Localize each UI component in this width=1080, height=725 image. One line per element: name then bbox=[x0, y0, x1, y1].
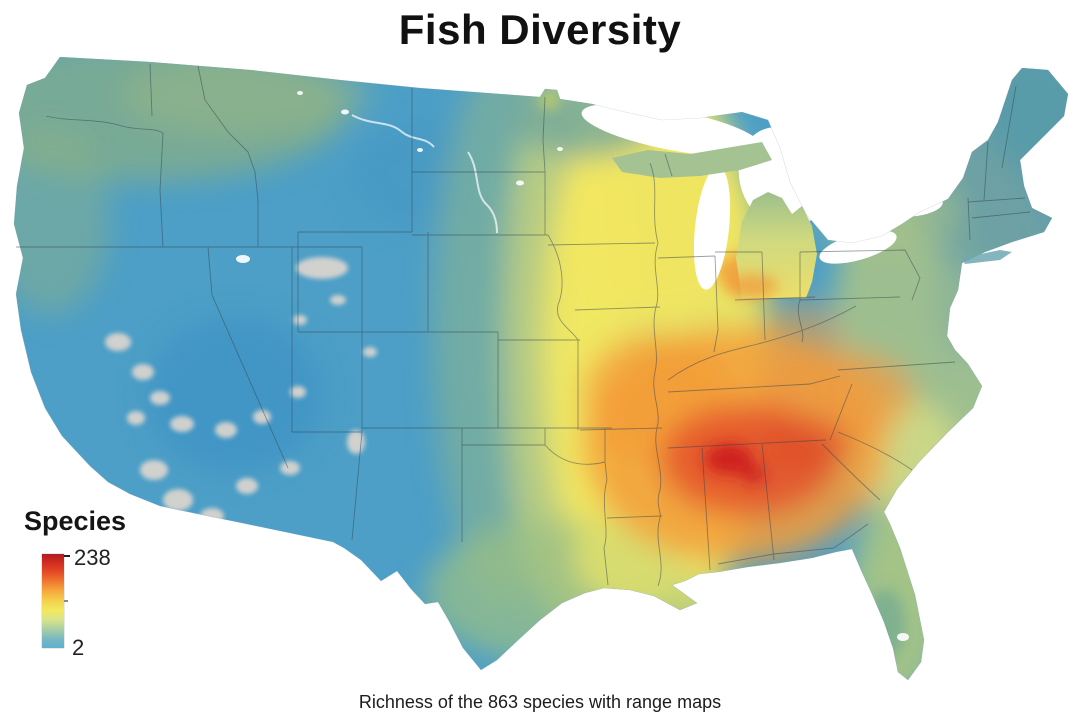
state-boundaries bbox=[16, 63, 1031, 587]
legend-tick-mid bbox=[64, 600, 68, 602]
lakes-and-rivers bbox=[236, 91, 909, 641]
legend-tick-max bbox=[64, 555, 70, 557]
legend: Species 238 2 bbox=[20, 506, 170, 660]
legend-body: 238 2 bbox=[20, 545, 170, 660]
figure-caption: Richness of the 863 species with range m… bbox=[358, 692, 722, 712]
figure-title: Fish Diversity bbox=[398, 6, 682, 53]
legend-colorbar bbox=[42, 554, 64, 648]
legend-title: Species bbox=[24, 506, 127, 536]
legend-max-label: 238 bbox=[74, 545, 111, 570]
legend-min-label: 2 bbox=[72, 635, 85, 660]
